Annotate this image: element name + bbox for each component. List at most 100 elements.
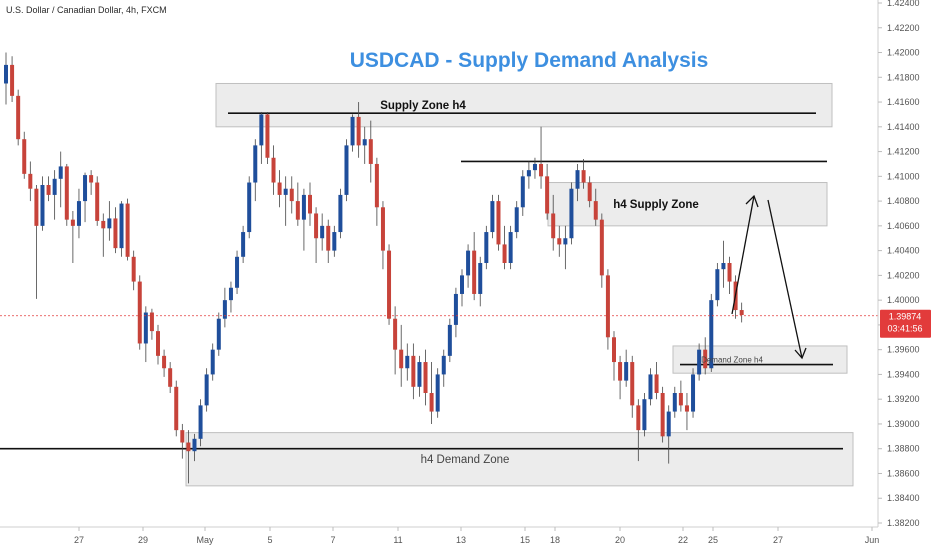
- candle: [460, 269, 464, 307]
- candle-body: [241, 232, 246, 257]
- candle: [162, 349, 167, 377]
- candle-body: [113, 218, 118, 249]
- candle: [113, 207, 118, 254]
- candle: [618, 355, 623, 400]
- price-tick-label: 1.42200: [887, 23, 920, 33]
- time-tick-label: 7: [330, 535, 335, 545]
- price-tick-label: 1.40800: [887, 196, 920, 206]
- candle-body: [95, 182, 100, 221]
- candle-body: [387, 250, 392, 319]
- candle-body: [605, 275, 610, 338]
- candle: [417, 355, 422, 397]
- candle-body: [569, 188, 574, 239]
- candle-body: [228, 287, 233, 301]
- candle-body: [28, 173, 33, 189]
- candle-body: [186, 442, 191, 452]
- candle: [350, 114, 355, 152]
- candle-body: [648, 374, 653, 400]
- candle-body: [374, 163, 379, 208]
- candle: [89, 170, 94, 195]
- candle-body: [162, 355, 167, 369]
- candle-body: [192, 438, 197, 452]
- candle: [70, 211, 75, 263]
- price-tick-label: 1.40400: [887, 246, 920, 256]
- time-axis[interactable]: 27 29 May 5 7 11 13 15 18 20 22 25 27 Jun: [74, 527, 879, 545]
- candle-body: [253, 145, 258, 183]
- candle: [581, 159, 586, 189]
- candle-body: [4, 64, 8, 84]
- candle-body: [684, 405, 689, 412]
- candle-body: [435, 374, 440, 412]
- candle: [76, 188, 81, 239]
- candle-body: [259, 114, 264, 146]
- price-tick-label: 1.41200: [887, 147, 920, 157]
- candle: [332, 225, 337, 257]
- candle: [83, 172, 88, 223]
- price-tick-label: 1.38800: [887, 444, 920, 454]
- zone-label-layer: Supply Zone h4 h4 Supply Zone Demand Zon…: [380, 100, 763, 466]
- candle: [642, 393, 647, 437]
- candle: [198, 399, 203, 447]
- arrow-head-up-icon: [745, 194, 759, 208]
- candle-body: [46, 185, 51, 195]
- time-tick-label: 25: [708, 535, 718, 545]
- candle-body: [466, 250, 471, 276]
- candle-body: [496, 201, 501, 245]
- candle: [119, 201, 124, 257]
- candle: [46, 176, 51, 202]
- candle-body: [314, 213, 319, 239]
- candle: [16, 89, 21, 146]
- candle: [630, 355, 635, 418]
- candle-body: [417, 362, 422, 387]
- candle: [271, 145, 276, 195]
- candle-body: [247, 182, 252, 233]
- candle: [484, 225, 489, 270]
- price-tick-label: 1.41800: [887, 72, 920, 82]
- candle: [575, 163, 580, 202]
- price-badge-background: [880, 309, 931, 338]
- candle: [423, 349, 428, 406]
- candle-body: [490, 201, 495, 233]
- candle-body: [356, 116, 361, 146]
- candle-body: [216, 318, 221, 350]
- candle: [447, 318, 452, 363]
- candle: [703, 337, 708, 375]
- candle: [697, 343, 702, 381]
- candle: [149, 308, 154, 340]
- candle: [52, 170, 57, 220]
- candle-body: [526, 170, 531, 177]
- price-tick-label: 1.38400: [887, 493, 920, 503]
- candle-body: [125, 203, 130, 257]
- candle-body: [727, 263, 732, 282]
- candle: [28, 161, 33, 202]
- candle-body: [119, 203, 124, 249]
- candle: [624, 349, 629, 387]
- candle: [216, 312, 221, 356]
- candle-body: [429, 393, 434, 412]
- candle: [514, 201, 519, 239]
- candle: [466, 244, 471, 288]
- candle: [660, 386, 665, 443]
- candle: [295, 182, 300, 226]
- level-line-layer: [0, 112, 843, 450]
- candle: [253, 139, 258, 202]
- time-tick-label: 18: [550, 535, 560, 545]
- candle-body: [289, 188, 294, 202]
- analysis-title: USDCAD - Supply Demand Analysis: [350, 49, 709, 72]
- candle-body: [101, 220, 106, 229]
- candle: [691, 368, 696, 418]
- candle-body: [34, 188, 39, 226]
- candle-body: [423, 362, 428, 393]
- candle-body: [332, 232, 337, 251]
- candle-body: [277, 182, 282, 195]
- candle-body: [697, 349, 702, 375]
- candle-body: [143, 312, 148, 344]
- candle-body: [58, 166, 63, 179]
- candle: [393, 306, 398, 375]
- candle: [156, 324, 160, 365]
- candle-body: [107, 218, 112, 229]
- candle: [411, 343, 416, 400]
- candle-body: [64, 166, 69, 220]
